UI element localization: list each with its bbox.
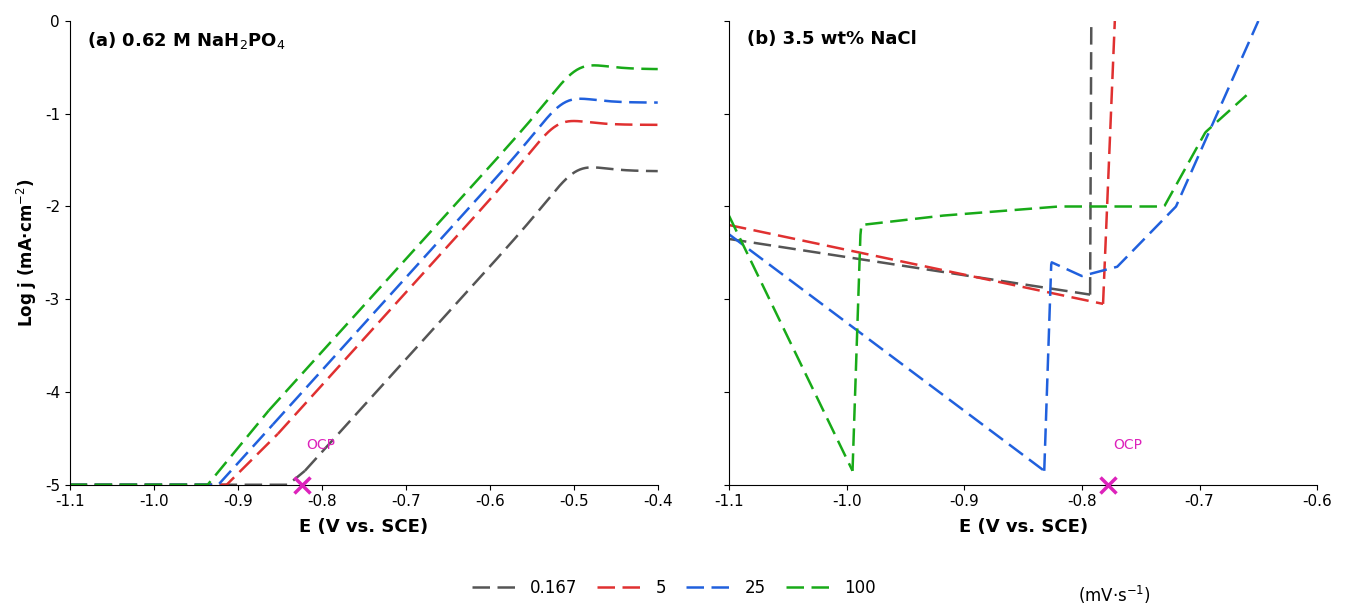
- X-axis label: E (V vs. SCE): E (V vs. SCE): [299, 518, 428, 536]
- Text: OCP: OCP: [1114, 438, 1142, 452]
- Legend: 0.167, 5, 25, 100: 0.167, 5, 25, 100: [465, 572, 882, 603]
- Text: (b) 3.5 wt% NaCl: (b) 3.5 wt% NaCl: [746, 30, 916, 48]
- X-axis label: E (V vs. SCE): E (V vs. SCE): [959, 518, 1087, 536]
- Text: (a) 0.62 M NaH$_2$PO$_4$: (a) 0.62 M NaH$_2$PO$_4$: [88, 30, 286, 51]
- Text: OCP: OCP: [307, 438, 335, 452]
- Text: (mV·s$^{-1}$): (mV·s$^{-1}$): [1078, 584, 1150, 606]
- Y-axis label: Log j (mA·cm$^{-2}$): Log j (mA·cm$^{-2}$): [15, 179, 39, 327]
